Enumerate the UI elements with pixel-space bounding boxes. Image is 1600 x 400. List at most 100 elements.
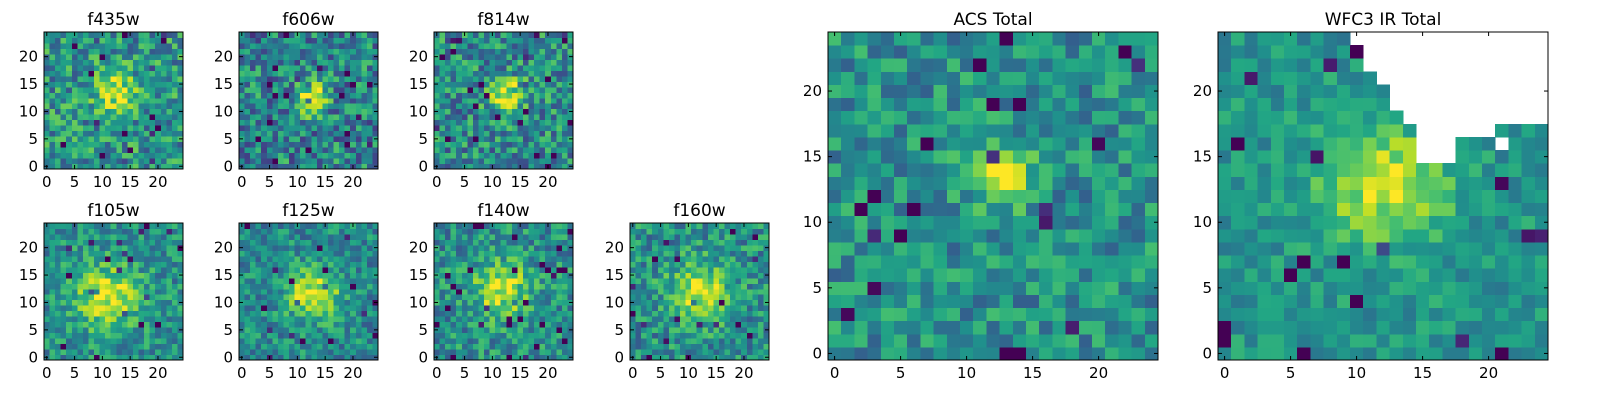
heatmap-cell: [741, 299, 748, 306]
heatmap-cell: [522, 42, 530, 49]
heatmap-cell: [344, 288, 351, 295]
heatmap-cell: [763, 343, 770, 350]
heatmap-cell: [132, 42, 140, 49]
heatmap-cell: [149, 288, 156, 295]
heatmap-cell: [561, 141, 568, 148]
heatmap-cell: [960, 294, 974, 309]
heatmap-cell: [289, 244, 296, 251]
heatmap-cell: [88, 354, 95, 361]
heatmap-cell: [467, 119, 474, 126]
heatmap-cell: [266, 316, 273, 323]
heatmap-cell: [82, 75, 89, 82]
heatmap-cell: [489, 125, 496, 132]
heatmap-cell: [66, 272, 73, 279]
heatmap-cell: [522, 125, 530, 132]
heatmap-cell: [250, 266, 257, 273]
heatmap-cell: [160, 64, 167, 71]
heatmap-cell: [867, 241, 882, 256]
heatmap-cell: [484, 158, 491, 165]
heatmap-cell: [545, 228, 552, 235]
heatmap-cell: [327, 108, 335, 115]
heatmap-cell: [539, 277, 546, 284]
heatmap-cell: [327, 316, 335, 323]
heatmap-cell: [138, 250, 145, 257]
heatmap-cell: [99, 92, 106, 99]
heatmap-cell: [361, 53, 368, 60]
heatmap-cell: [121, 59, 128, 66]
heatmap-cell: [366, 277, 373, 284]
heatmap-cell: [266, 59, 273, 66]
heatmap-cell: [1052, 346, 1067, 361]
heatmap-cell: [707, 228, 714, 235]
heatmap-cell: [105, 272, 112, 279]
heatmap-cell: [484, 163, 491, 170]
heatmap-cell: [439, 239, 446, 246]
heatmap-cell: [355, 261, 362, 268]
heatmap-cell: [517, 158, 524, 165]
heatmap-cell: [550, 59, 557, 66]
heatmap-cell: [489, 48, 496, 55]
heatmap-cell: [702, 338, 709, 345]
heatmap-cell: [327, 288, 335, 295]
heatmap-cell: [144, 321, 151, 328]
heatmap-cell: [894, 163, 908, 177]
heatmap-cell: [489, 299, 496, 306]
heatmap-cell: [702, 239, 709, 246]
heatmap-cell: [294, 288, 301, 295]
heatmap-cell: [300, 266, 307, 273]
heatmap-cell: [450, 108, 457, 115]
heatmap-cell: [707, 327, 714, 334]
heatmap-cell: [94, 288, 101, 295]
heatmap-cell: [121, 81, 128, 88]
heatmap-cell: [88, 136, 95, 143]
heatmap-cell: [121, 64, 128, 71]
heatmap-cell: [49, 163, 56, 170]
heatmap-cell: [361, 228, 368, 235]
heatmap-cell: [999, 163, 1014, 177]
heatmap-cell: [261, 277, 268, 284]
heatmap-cell: [841, 228, 855, 243]
heatmap-cell: [294, 42, 301, 49]
heatmap-cell: [49, 59, 56, 66]
heatmap-cell: [99, 37, 106, 44]
heatmap-cell: [255, 228, 262, 235]
heatmap-cell: [467, 288, 474, 295]
heatmap-cell: [155, 349, 162, 356]
heatmap-cell: [506, 48, 513, 55]
heatmap-cell: [522, 338, 530, 345]
heatmap-cell: [556, 64, 563, 71]
heatmap-cell: [472, 48, 479, 55]
heatmap-cell: [920, 294, 935, 309]
heatmap-cell: [752, 277, 759, 284]
heatmap-cell: [350, 305, 357, 312]
heatmap-cell: [94, 158, 101, 165]
heatmap-cell: [450, 288, 457, 295]
heatmap-cell: [450, 64, 457, 71]
heatmap-cell: [155, 64, 162, 71]
heatmap-cell: [239, 239, 246, 246]
heatmap-cell: [110, 59, 117, 66]
heatmap-cell: [105, 255, 112, 262]
heatmap-cell: [506, 299, 513, 306]
heatmap-cell: [333, 228, 340, 235]
heatmap-cell: [333, 125, 340, 132]
heatmap-cell: [472, 316, 479, 323]
heatmap-cell: [294, 147, 301, 154]
heatmap-cell: [920, 189, 935, 204]
heatmap-cell: [327, 37, 335, 44]
heatmap-image-f435w: [44, 32, 184, 170]
heatmap-cell: [517, 228, 524, 235]
heatmap-cell: [478, 32, 485, 38]
heatmap-cell: [472, 305, 479, 312]
heatmap-cell: [635, 261, 642, 268]
heatmap-cell: [350, 261, 357, 268]
heatmap-cell: [177, 233, 184, 240]
heatmap-cell: [1105, 255, 1119, 269]
heatmap-cell: [757, 223, 764, 229]
heatmap-cell: [986, 294, 1001, 309]
heatmap-cell: [517, 349, 524, 356]
heatmap-cell: [1012, 163, 1027, 177]
heatmap-cell: [350, 343, 357, 350]
heatmap-cell: [472, 299, 479, 306]
heatmap-cell: [132, 294, 140, 301]
